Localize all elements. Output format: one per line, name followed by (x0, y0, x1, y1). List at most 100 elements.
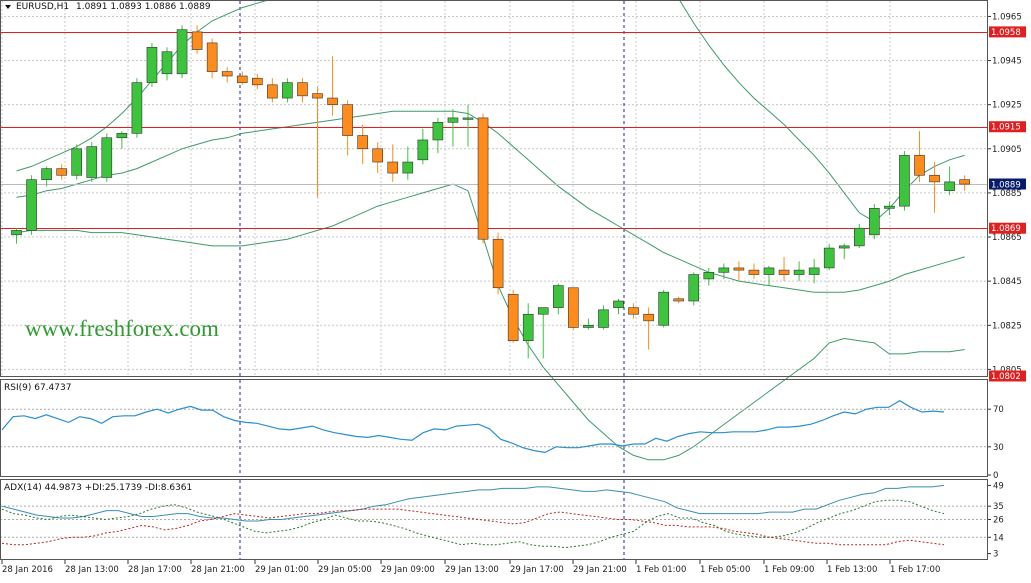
candle-body (432, 122, 444, 141)
adx-label: ADX(14) 44.9873 +DI:25.1739 -DI:8.6361 (4, 483, 192, 493)
time-tick-label: 1 Feb 13:00 (827, 565, 877, 575)
candle (899, 151, 910, 211)
time-tick-label: 28 Jan 21:00 (191, 565, 245, 575)
candle (808, 259, 820, 284)
candle (477, 113, 489, 244)
chart-header: EURUSD,H1 1.0891 1.0893 1.0886 1.0889 (5, 2, 211, 12)
candle (613, 298, 624, 315)
candle (838, 243, 850, 260)
time-tick-label: 1 Feb 01:00 (636, 565, 686, 575)
candle-body (146, 47, 158, 83)
candle (583, 318, 594, 330)
price-tick-label: 1.0925 (992, 101, 1022, 111)
candle-body (176, 29, 188, 75)
rsi-panel (0, 400, 988, 454)
adx-tick-label: 14 (993, 533, 1004, 543)
candle-body (823, 247, 835, 269)
adx-tick-label: 3 (993, 550, 998, 560)
candle (537, 307, 549, 359)
candle-body (417, 139, 429, 161)
candle (41, 166, 52, 187)
adx-tick-label: 26 (993, 516, 1004, 526)
candle-body (447, 117, 459, 123)
candle (131, 78, 143, 138)
candle (853, 223, 865, 249)
chart-ohlc: 1.0891 1.0893 1.0886 1.0889 (76, 2, 211, 12)
candle-body (161, 51, 173, 75)
time-tick-label: 28 Jan 17:00 (128, 565, 182, 575)
candle-body (552, 285, 564, 308)
candle (146, 42, 158, 88)
panel-frame-2 (0, 479, 988, 560)
level-tag (989, 370, 1026, 382)
candle (703, 267, 715, 286)
candle-body (131, 82, 143, 134)
candle-body (342, 104, 353, 136)
candle (763, 265, 775, 286)
price-tick-label: 1.0945 (992, 57, 1022, 67)
candle-body (86, 146, 98, 178)
candle-body (748, 269, 760, 275)
time-tick-label: 29 Jan 09:00 (381, 565, 435, 575)
candle (267, 78, 278, 103)
bollinger-lower (16, 183, 965, 461)
candle (778, 256, 790, 282)
candle (492, 232, 504, 295)
candle (869, 203, 880, 240)
time-tick-label: 28 Jan 2016 (2, 565, 53, 575)
time-tick-label: 29 Jan 17:00 (510, 565, 564, 575)
menu-arrow-icon[interactable] (5, 5, 11, 9)
time-tick-label: 29 Jan 05:00 (318, 565, 372, 575)
candle (26, 175, 37, 235)
candle (312, 87, 323, 198)
bollinger-upper (16, 0, 965, 223)
candle-body (793, 269, 805, 275)
candle-body (688, 274, 700, 302)
time-tick-label: 1 Feb 09:00 (764, 565, 814, 575)
candle-body (387, 161, 399, 174)
candle (823, 243, 835, 271)
candle-body (658, 291, 669, 326)
rsi-line (1, 400, 945, 454)
candle-body (357, 135, 368, 150)
rsi-tick-label: 0 (993, 471, 998, 481)
candle-body (899, 155, 910, 207)
chart-symbol: EURUSD,H1 (16, 2, 69, 12)
candle-body (643, 313, 654, 322)
candle (417, 128, 429, 165)
candle (282, 78, 293, 103)
candle-body (282, 82, 293, 99)
candle (914, 131, 925, 182)
candle (86, 142, 98, 182)
current-price-tag (989, 178, 1026, 190)
price-tick-label: 1.0805 (992, 365, 1022, 375)
current-price-label: 1.0889 (991, 181, 1021, 191)
candle (402, 146, 414, 180)
candle-body (838, 245, 850, 249)
candle (297, 78, 308, 103)
time-tick-label: 29 Jan 01:00 (255, 565, 309, 575)
candle-body (41, 168, 52, 180)
candle (507, 289, 519, 343)
candle-body (507, 294, 519, 342)
candle-body (583, 324, 594, 328)
candle-body (327, 97, 338, 105)
candle (161, 47, 173, 81)
candle (568, 287, 579, 330)
candle-body (221, 71, 233, 77)
candle (101, 133, 113, 182)
time-tick-label: 29 Jan 21:00 (573, 565, 627, 575)
rsi-tick-label: 30 (993, 443, 1004, 453)
price-tick-label: 1.0965 (992, 12, 1022, 22)
candle (959, 175, 970, 191)
candle-body (703, 272, 715, 280)
candle (688, 272, 700, 306)
level-tag-label: 1.0958 (991, 28, 1021, 38)
candle (628, 303, 639, 319)
price-axis: 1.09651.09451.09251.09051.08851.08651.08… (0, 0, 1026, 560)
price-tick-label: 1.0905 (992, 145, 1022, 155)
candle-body (673, 298, 685, 302)
price-tick-label: 1.0865 (992, 233, 1022, 243)
candle (643, 307, 654, 350)
candle (793, 261, 805, 282)
